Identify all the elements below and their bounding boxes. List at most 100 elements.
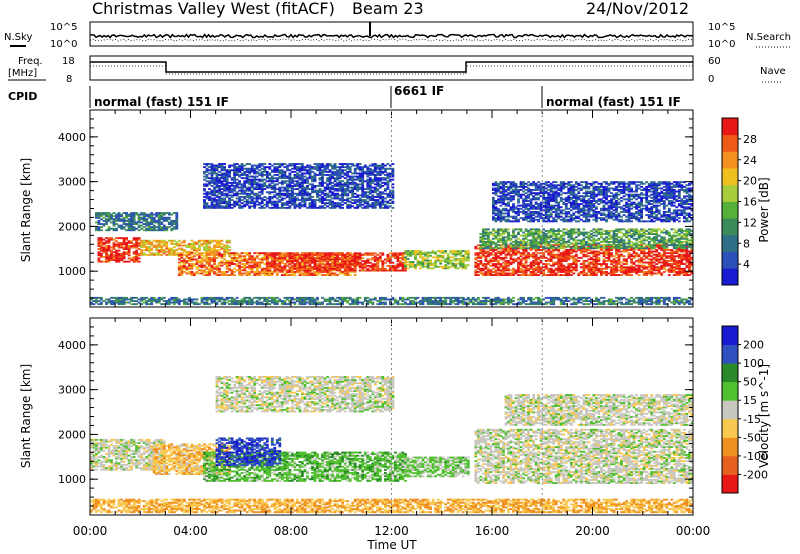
power-cell xyxy=(298,189,302,192)
power-cell xyxy=(537,228,540,231)
power-cell xyxy=(363,269,367,272)
power-cell xyxy=(539,266,543,269)
power-cell xyxy=(612,247,616,250)
power-cell xyxy=(499,239,503,242)
power-cell xyxy=(650,239,654,242)
power-cell xyxy=(185,260,189,262)
power-cell xyxy=(198,264,201,267)
power-cell xyxy=(650,237,654,240)
power-cell xyxy=(213,206,216,209)
power-cell xyxy=(157,218,161,221)
power-cell xyxy=(122,254,126,257)
power-cell xyxy=(260,167,264,170)
power-cell xyxy=(125,252,128,255)
power-cell xyxy=(507,260,510,262)
power-cell xyxy=(265,197,269,200)
power-cell xyxy=(205,271,209,273)
power-cell xyxy=(544,264,548,267)
power-cell xyxy=(275,253,279,256)
power-cell xyxy=(280,197,284,200)
power-cell xyxy=(286,272,289,275)
power-cell xyxy=(293,266,297,269)
power-cell xyxy=(278,260,282,262)
power-cell xyxy=(499,250,503,253)
power-cell xyxy=(615,266,618,269)
power-cell xyxy=(210,258,214,261)
power-cell xyxy=(532,236,535,239)
power-cell xyxy=(552,230,556,232)
power-cell xyxy=(552,245,556,248)
power-cell xyxy=(559,236,563,239)
power-cell xyxy=(102,246,106,249)
power-cell xyxy=(326,266,329,269)
power-cell xyxy=(220,177,224,180)
power-cell xyxy=(245,163,249,165)
power-cell xyxy=(685,266,689,269)
power-cell xyxy=(107,215,111,218)
power-cell xyxy=(688,274,691,276)
power-cell xyxy=(617,263,621,265)
power-cell xyxy=(100,249,103,252)
power-cell xyxy=(215,181,219,184)
power-cell xyxy=(127,251,131,254)
power-cell xyxy=(610,247,613,250)
power-cell xyxy=(336,255,339,258)
power-cell xyxy=(208,252,211,255)
power-cell xyxy=(529,247,533,250)
power-cell xyxy=(205,192,209,195)
power-cell xyxy=(620,237,623,240)
power-cell xyxy=(507,234,510,237)
power-cell xyxy=(605,252,608,255)
power-cell xyxy=(461,261,465,263)
power-cell xyxy=(343,263,347,266)
power-cell xyxy=(527,230,530,232)
power-cell xyxy=(446,256,450,259)
power-cell xyxy=(642,230,646,232)
power-cell xyxy=(348,268,352,270)
power-cell xyxy=(481,230,485,232)
power-cell xyxy=(213,260,216,262)
power-cell xyxy=(647,266,651,269)
power-cell xyxy=(597,245,601,248)
power-cell xyxy=(190,274,194,276)
power-cell xyxy=(175,218,179,221)
power-cell xyxy=(353,253,357,256)
power-cell xyxy=(120,245,123,247)
power-cell xyxy=(328,255,332,258)
power-cell xyxy=(353,269,357,272)
power-cell xyxy=(263,253,267,256)
power-cell xyxy=(675,249,679,251)
power-cell xyxy=(127,223,131,225)
power-cell xyxy=(675,274,679,276)
power-cell xyxy=(489,272,493,275)
power-cell xyxy=(481,253,485,256)
power-cell xyxy=(547,247,551,250)
power-cell xyxy=(497,263,500,265)
power-cell xyxy=(208,247,211,250)
power-cell xyxy=(195,272,199,275)
power-cell xyxy=(660,249,664,251)
power-cell xyxy=(120,227,123,230)
power-cell xyxy=(590,239,593,242)
power-cell xyxy=(507,244,510,247)
power-cell xyxy=(132,226,136,229)
power-cell xyxy=(248,261,252,264)
power-cell xyxy=(446,262,450,265)
power-cell xyxy=(620,267,623,270)
power-cell xyxy=(479,271,483,273)
power-cell xyxy=(476,274,480,276)
power-cell xyxy=(122,218,126,221)
power-cell xyxy=(157,224,161,227)
power-cell xyxy=(512,241,515,243)
power-cell xyxy=(487,242,490,245)
power-cell xyxy=(125,212,128,214)
power-cell xyxy=(160,244,164,247)
power-cell xyxy=(502,250,505,253)
power-cell xyxy=(263,255,267,258)
power-cell xyxy=(652,241,656,243)
power-cell xyxy=(263,272,267,275)
power-cell xyxy=(665,244,669,247)
power-cell xyxy=(579,245,583,248)
power-cell xyxy=(137,243,141,246)
power-cell xyxy=(685,236,689,239)
